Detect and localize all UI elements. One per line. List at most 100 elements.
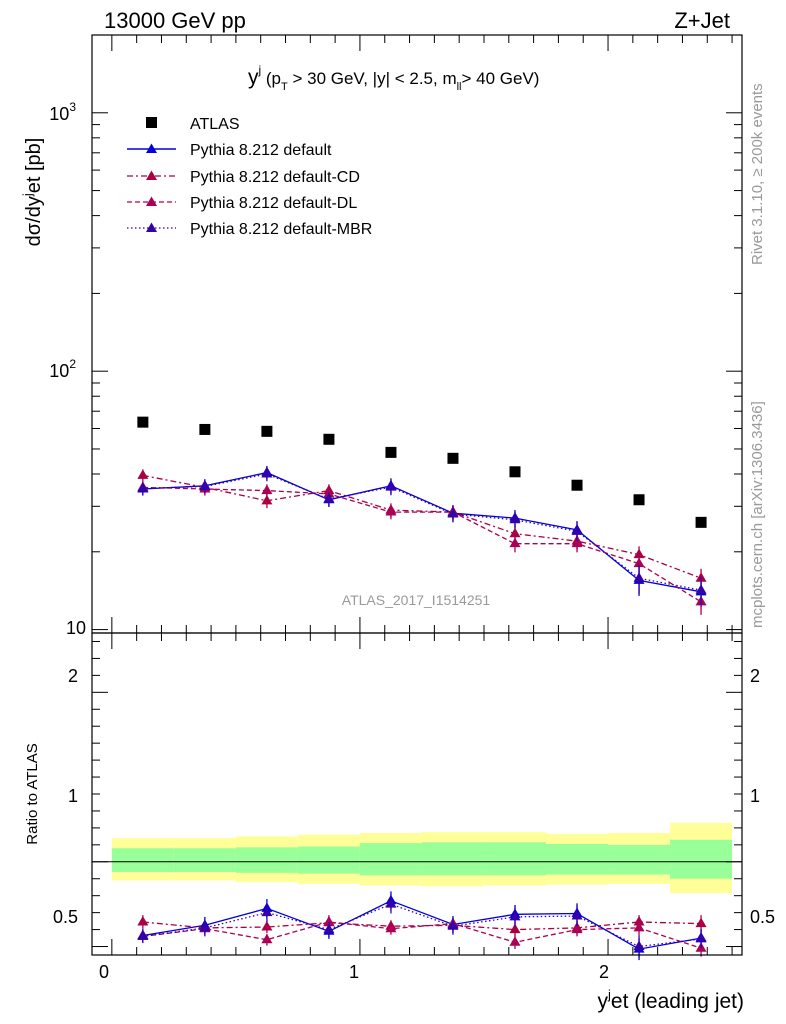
ratio-series-4-point-8 [633, 940, 645, 951]
ratio-series-3-point-7 [571, 923, 583, 934]
ratio-series-4-point-0 [137, 930, 149, 940]
ratio-series-2-point-0 [137, 915, 149, 926]
main-series-4-point-9 [695, 584, 707, 594]
legend-default-label: Pythia 8.212 default [190, 142, 332, 159]
ratio-tick-label-0.5-right: 0.5 [750, 907, 775, 927]
ratio-series-4-point-2 [261, 906, 273, 917]
y-tick-label-10: 10 [66, 618, 86, 638]
band-stat-1 [173, 848, 236, 872]
band-stat-3 [297, 846, 360, 874]
mcplots-info: mcplots.cern.ch [arXiv:1306.3436] [749, 401, 766, 628]
legend-entry-atlas: ATLAS [146, 116, 240, 133]
energy-label: 13000 GeV pp [104, 8, 246, 33]
band-stat-2 [235, 847, 298, 873]
legend-default-marker [146, 143, 157, 153]
x-axis-title: yjet (leading jet) [598, 987, 744, 1013]
main-series-2-point-8 [633, 548, 645, 559]
legend-atlas-label: ATLAS [190, 116, 240, 133]
legend-dl-label: Pythia 8.212 default-DL [190, 195, 357, 212]
plot-title: yj (pT > 30 GeV, |y| < 2.5, mll> 40 GeV) [248, 63, 539, 93]
ratio-tick-label-2-right: 2 [750, 666, 760, 686]
ratio-series-3-line [142, 921, 702, 949]
legend-entry-default-dl: Pythia 8.212 default-DL [127, 195, 357, 212]
ratio-series-2-point-6 [509, 923, 521, 934]
ratio-series-4-line [142, 903, 702, 948]
y-tick-exp-2: 2 [69, 357, 76, 371]
ratio-series-2-point-2 [261, 921, 273, 931]
main-series-4-point-4 [385, 481, 397, 491]
ratio-uncertainty-bands [111, 822, 733, 894]
atlas-data-point-5 [447, 452, 459, 464]
x-tick-label-0: 0 [99, 962, 109, 982]
main-series-2-line [142, 474, 702, 579]
ratio-tick-label-1-right: 1 [750, 786, 760, 806]
main-series-2-point-0 [137, 469, 149, 479]
legend-mbr-label: Pythia 8.212 default-MBR [190, 221, 372, 238]
main-series-4-point-1 [199, 480, 211, 490]
legend-mbr-marker [146, 222, 157, 232]
main-series-4-point-5 [447, 508, 459, 518]
main-series-3-point-6 [509, 537, 521, 548]
ratio-tick-label-1: 1 [68, 786, 78, 806]
main-series-3-point-7 [571, 537, 583, 548]
legend-entry-default-mbr: Pythia 8.212 default-MBR [127, 221, 372, 238]
y-axis-title: dσ/dyjet [pb] [20, 138, 45, 247]
main-series-4-point-8 [633, 572, 645, 582]
atlas-data-point-6 [509, 466, 521, 478]
ratio-series-4-point-5 [447, 920, 459, 930]
ratio-series-2-point-9 [695, 917, 707, 928]
ratio-series-layer [137, 891, 707, 961]
analysis-label: ATLAS_2017_I1514251 [342, 592, 491, 608]
legend-entry-default-cd: Pythia 8.212 default-CD [127, 169, 360, 186]
band-stat-6 [483, 842, 547, 876]
main-series-4-point-0 [137, 482, 149, 492]
main-series-3-point-8 [633, 557, 645, 568]
legend-dl-marker [146, 196, 157, 206]
main-series-4-point-6 [509, 513, 521, 524]
x-tick-labels: 0 1 2 [99, 962, 609, 982]
atlas-data-point-0 [137, 416, 149, 428]
ratio-series-3-point-4 [385, 922, 397, 933]
main-series-3-point-2 [261, 484, 273, 495]
ratio-series-3-point-8 [633, 921, 645, 932]
y-tick-label-100: 102 [49, 357, 76, 381]
main-series-2-point-2 [261, 494, 273, 505]
band-stat-4 [359, 843, 422, 876]
ratio-tick-label-2: 2 [68, 666, 78, 686]
ratio-series-4-point-3 [323, 923, 335, 934]
ratio-y-tick-labels: 2 1 0.5 2 1 0.5 [53, 666, 775, 927]
main-series-1-line [142, 471, 702, 593]
band-stat-0 [111, 848, 174, 872]
main-series-4-point-2 [261, 468, 273, 478]
ratio-series-4-point-7 [571, 910, 583, 920]
legend-atlas-marker [146, 117, 157, 128]
main-series-layer [137, 416, 707, 615]
ratio-tick-label-0.5: 0.5 [53, 907, 78, 927]
main-series-3-point-4 [385, 506, 397, 516]
main-series-2-point-6 [509, 527, 521, 538]
atlas-data-point-9 [695, 516, 707, 528]
ratio-series-4-point-6 [509, 910, 521, 921]
atlas-data-point-2 [261, 425, 273, 437]
atlas-data-point-8 [633, 494, 645, 506]
ratio-y-axis-title: Ratio to ATLAS [24, 743, 41, 844]
main-series-3-line [142, 486, 702, 603]
y-tick-label-1000: 103 [49, 100, 76, 124]
axis-ticks [92, 34, 742, 955]
ratio-series-3-point-2 [261, 933, 273, 944]
main-series-4-line [142, 473, 702, 591]
ratio-plot-frame [91, 632, 743, 956]
rivet-info: Rivet 3.1.10, ≥ 200k events [749, 83, 766, 265]
legend: ATLAS Pythia 8.212 default Pythia 8.212 … [127, 116, 372, 238]
ratio-series-4-point-9 [695, 932, 707, 943]
main-series-4-point-7 [571, 525, 583, 535]
legend-cd-label: Pythia 8.212 default-CD [190, 169, 360, 186]
ratio-series-1-line [142, 900, 702, 950]
ratio-series-3-point-6 [509, 936, 521, 946]
legend-cd-marker [146, 170, 157, 180]
y-tick-exp-3: 3 [69, 100, 76, 114]
legend-entry-default: Pythia 8.212 default [127, 142, 332, 159]
atlas-data-point-3 [323, 433, 335, 445]
main-y-tick-labels: 10 102 103 [49, 100, 86, 638]
